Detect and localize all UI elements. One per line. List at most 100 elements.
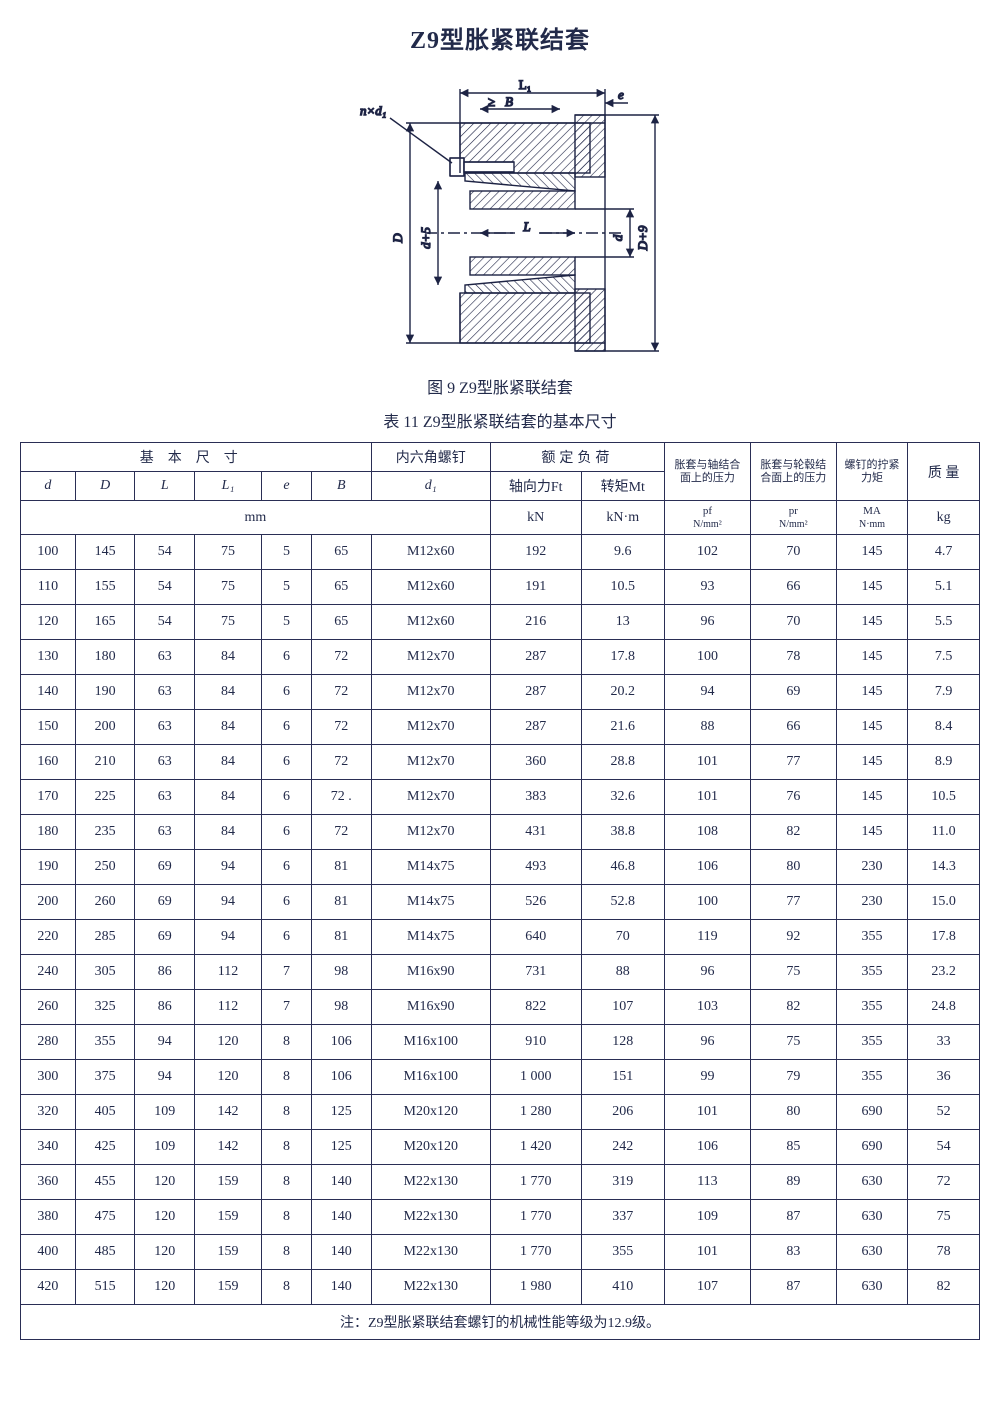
cell-d1: M22x130 [371,1200,490,1235]
cell-Ft: 431 [490,815,581,850]
cell-pf: 113 [665,1165,751,1200]
cell-pf: 96 [665,605,751,640]
cell-B: 106 [311,1025,371,1060]
cell-Ft: 287 [490,710,581,745]
cell-e: 8 [261,1235,311,1270]
cell-kg: 82 [908,1270,980,1305]
cell-e: 8 [261,1165,311,1200]
cell-Ft: 910 [490,1025,581,1060]
cell-pf: 100 [665,640,751,675]
cell-MA: 145 [836,780,908,815]
cell-e: 6 [261,745,311,780]
cell-Mt: 20.2 [581,675,664,710]
cell-B: 81 [311,850,371,885]
cell-L1: 75 [195,535,262,570]
table-row: 3804751201598140M22x1301 770337109876307… [21,1200,980,1235]
cell-B: 72 [311,815,371,850]
dim-L1-label: L₁ [519,77,531,92]
cell-pf: 101 [665,780,751,815]
cell-kg: 78 [908,1235,980,1270]
table-row: 1101555475565M12x6019110.593661455.1 [21,570,980,605]
cell-kg: 33 [908,1025,980,1060]
cell-L: 63 [135,780,195,815]
cell-L1: 84 [195,815,262,850]
cell-kg: 7.9 [908,675,980,710]
cell-D: 515 [75,1270,135,1305]
cell-MA: 630 [836,1235,908,1270]
cell-d1: M22x130 [371,1270,490,1305]
cell-L: 63 [135,675,195,710]
dim-Dplus9-label: D+9 [635,225,650,251]
cell-pf: 119 [665,920,751,955]
cell-Ft: 1 980 [490,1270,581,1305]
cell-Ft: 287 [490,640,581,675]
cell-MA: 355 [836,1060,908,1095]
cell-pr: 77 [750,745,836,780]
cell-e: 7 [261,990,311,1025]
table-row: 1502006384672M12x7028721.688661458.4 [21,710,980,745]
cell-B: 125 [311,1130,371,1165]
cell-D: 285 [75,920,135,955]
cell-B: 72 [311,745,371,780]
cell-d: 180 [21,815,76,850]
hdr-mm: mm [21,501,491,535]
cell-D: 375 [75,1060,135,1095]
hdr-basic: 基本尺寸 [21,443,372,472]
cell-B: 81 [311,885,371,920]
cell-d1: M22x130 [371,1165,490,1200]
cell-D: 225 [75,780,135,815]
cell-D: 165 [75,605,135,640]
cell-d1: M14x75 [371,850,490,885]
table-row: 4004851201598140M22x1301 770355101836307… [21,1235,980,1270]
cell-D: 180 [75,640,135,675]
cell-B: 65 [311,535,371,570]
cell-D: 235 [75,815,135,850]
hdr-kNm: kN·m [581,501,664,535]
cell-pr: 83 [750,1235,836,1270]
cell-pf: 107 [665,1270,751,1305]
cell-Mt: 107 [581,990,664,1025]
cell-B: 140 [311,1270,371,1305]
cell-Mt: 355 [581,1235,664,1270]
cell-L: 69 [135,850,195,885]
cell-pr: 89 [750,1165,836,1200]
cell-pr: 70 [750,535,836,570]
cell-MA: 630 [836,1270,908,1305]
cell-Mt: 52.8 [581,885,664,920]
cell-L: 69 [135,920,195,955]
table-row: 280355941208106M16x100910128967535533 [21,1025,980,1060]
cell-L1: 84 [195,780,262,815]
cell-pf: 101 [665,1095,751,1130]
cell-d1: M12x70 [371,815,490,850]
cell-L: 86 [135,990,195,1025]
cell-L: 94 [135,1060,195,1095]
cell-B: 98 [311,955,371,990]
cell-pf: 103 [665,990,751,1025]
table-row: 1802356384672M12x7043138.81088214511.0 [21,815,980,850]
cell-L1: 94 [195,885,262,920]
cell-MA: 230 [836,850,908,885]
cell-L: 86 [135,955,195,990]
cell-e: 6 [261,780,311,815]
dim-D-label: D [390,233,405,244]
cell-Ft: 731 [490,955,581,990]
cell-B: 72 . [311,780,371,815]
cell-d: 240 [21,955,76,990]
cell-L: 120 [135,1235,195,1270]
cell-Ft: 192 [490,535,581,570]
cell-L: 109 [135,1095,195,1130]
cell-Mt: 242 [581,1130,664,1165]
cell-L: 63 [135,710,195,745]
cell-Mt: 46.8 [581,850,664,885]
cell-kg: 8.9 [908,745,980,780]
hdr-D: D [75,472,135,501]
cell-L1: 84 [195,710,262,745]
hdr-ma: 螺钉的拧紧力矩 [836,443,908,501]
cell-MA: 145 [836,710,908,745]
cell-e: 5 [261,535,311,570]
cell-B: 72 [311,675,371,710]
cell-pf: 101 [665,1235,751,1270]
cell-MA: 145 [836,640,908,675]
cell-pr: 79 [750,1060,836,1095]
cell-pf: 96 [665,955,751,990]
